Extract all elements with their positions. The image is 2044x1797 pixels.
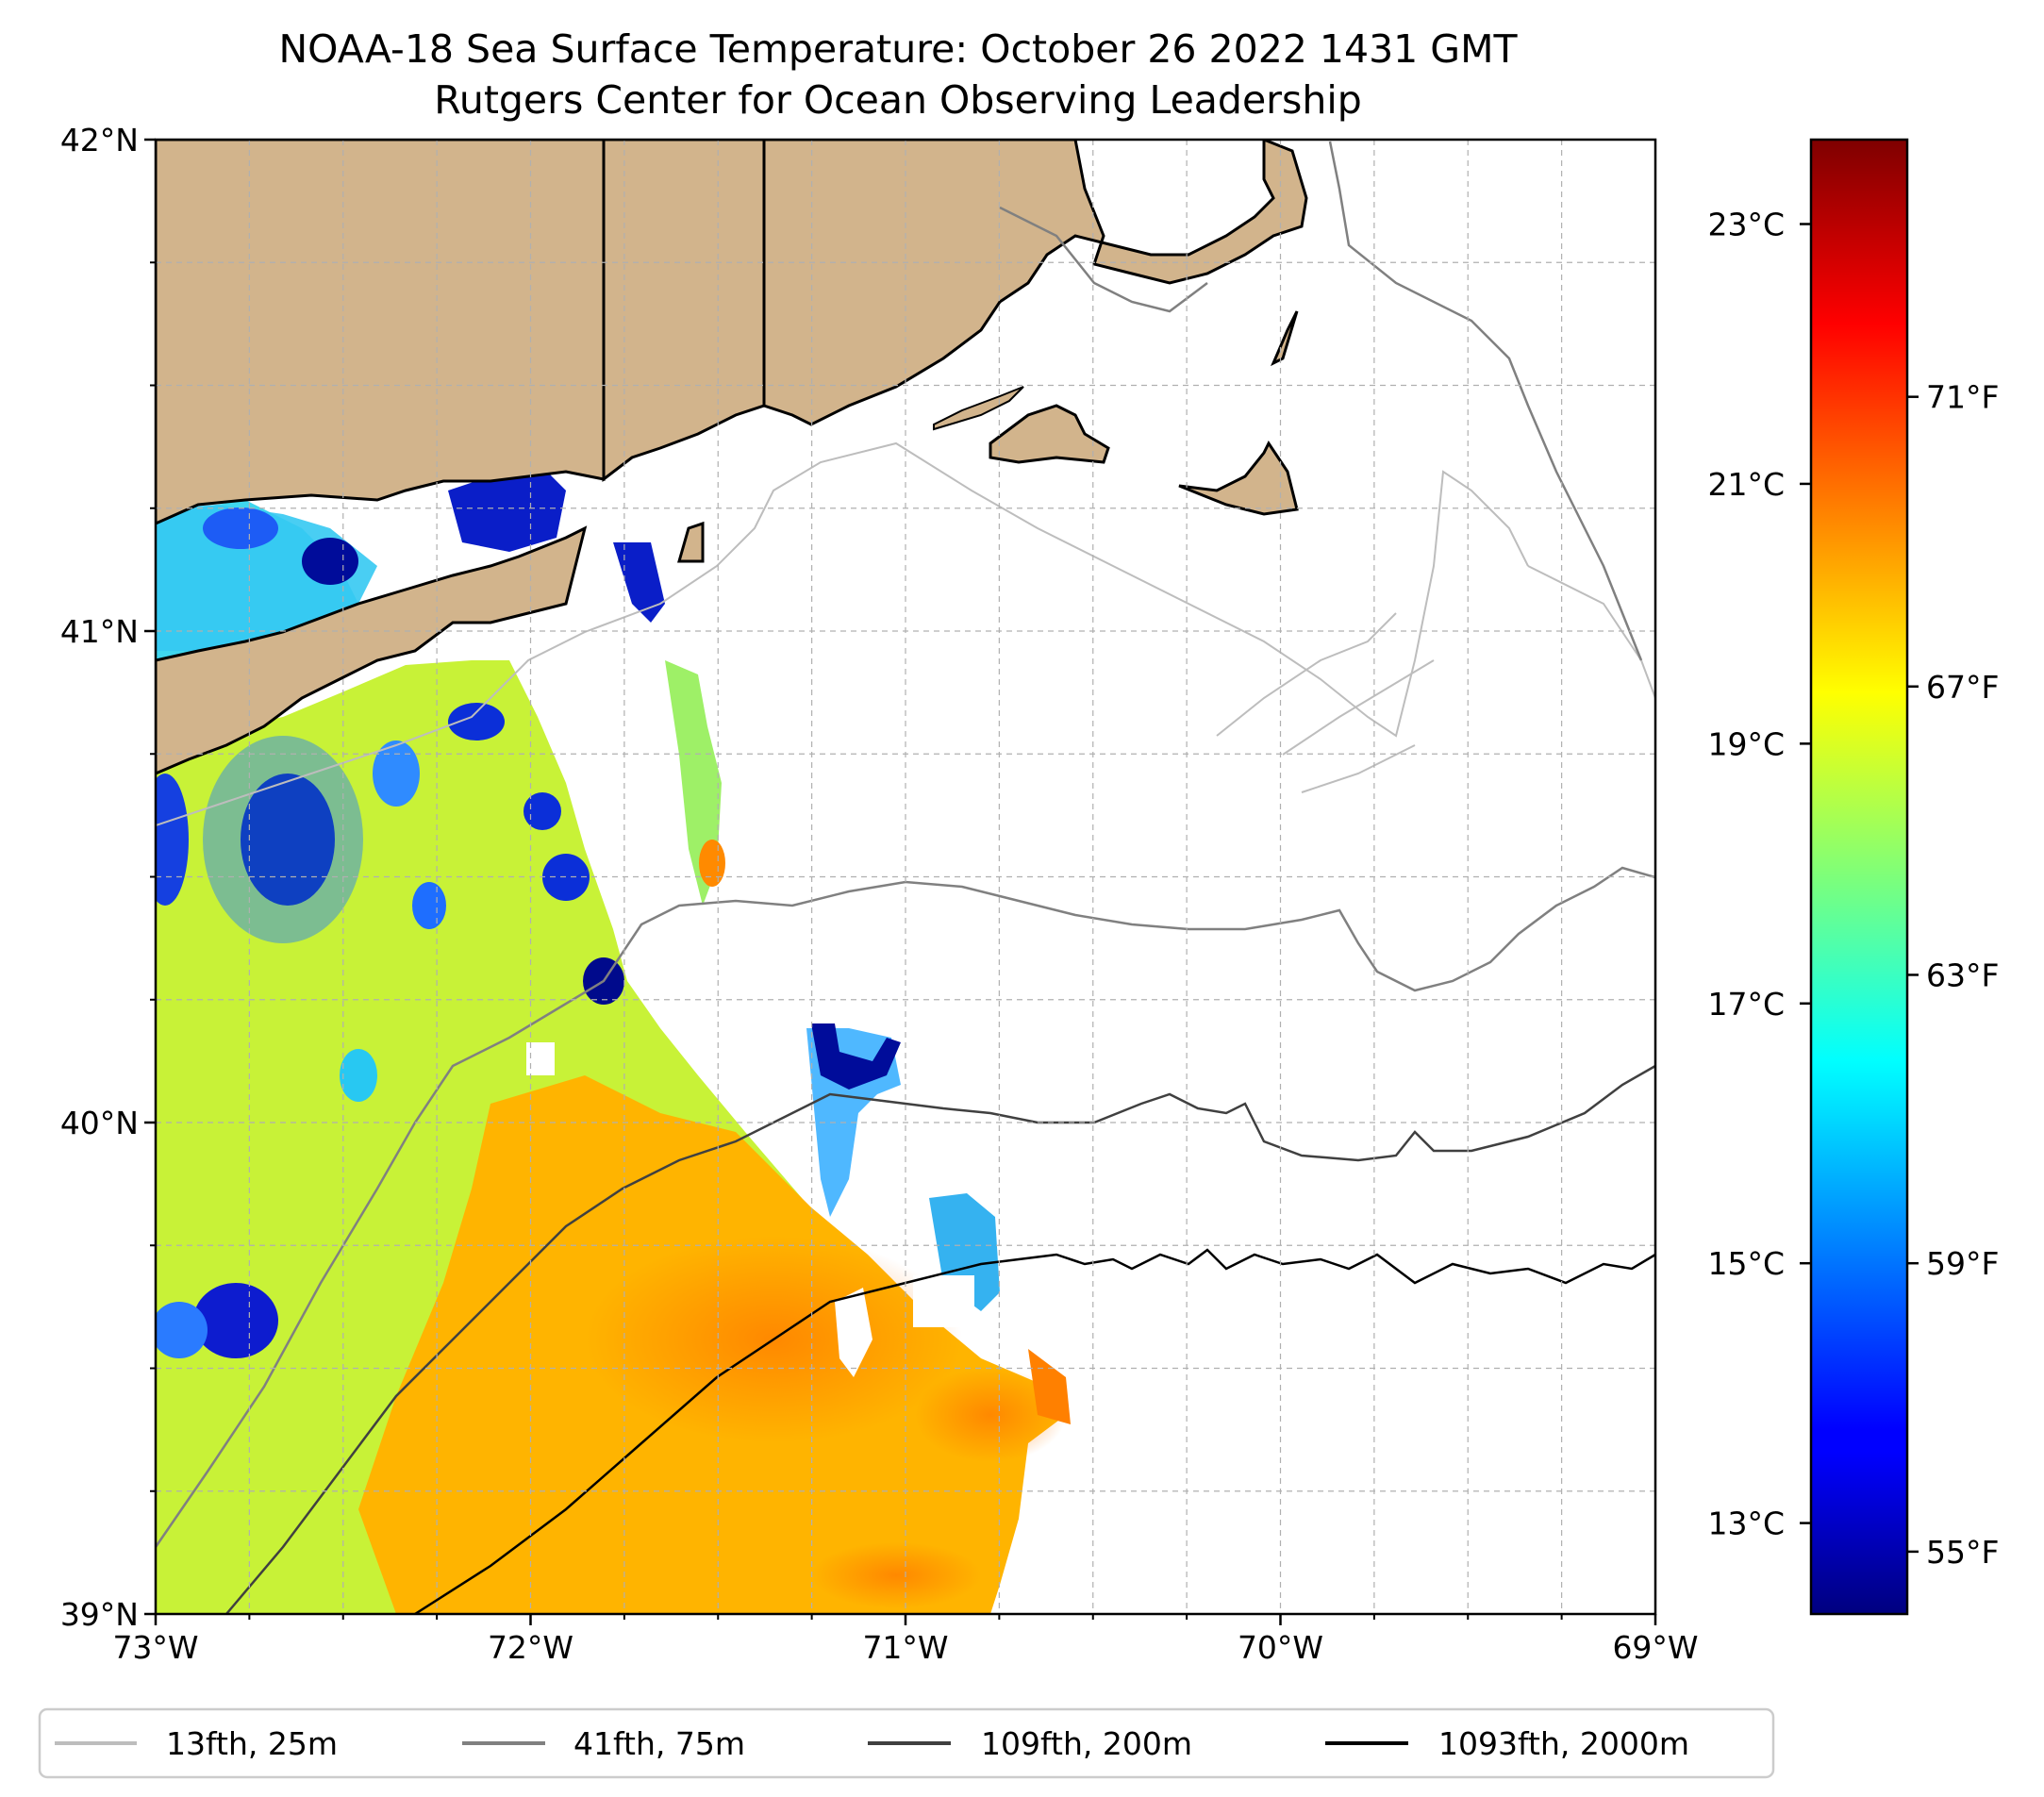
sst-cold-patch-south	[193, 1283, 278, 1358]
colorbar-celsius-axis: 13°C 15°C 17°C 19°C 21°C 23°C	[1707, 207, 1811, 1542]
land	[156, 140, 1308, 775]
legend-label-25m: 13fth, 25m	[166, 1725, 338, 1762]
colorbar-gradient	[1811, 140, 1907, 1614]
colorbar-frame	[1809, 138, 1909, 1616]
colorbar-celsius-label: 17°C	[1707, 986, 1785, 1023]
colorbar: 13°C 15°C 17°C 19°C 21°C 23°C 55°F 59°F 63°F 67°…	[1707, 138, 1999, 1616]
sst-cool-spot	[340, 1049, 377, 1102]
colorbar-fahrenheit-label: 71°F	[1926, 379, 1999, 416]
y-tick-label: 42°N	[60, 122, 139, 158]
y-tick-label: 39°N	[60, 1596, 139, 1633]
colorbar-celsius-label: 21°C	[1707, 466, 1785, 503]
contour-75m-north	[999, 141, 1643, 661]
colorbar-fahrenheit-label: 63°F	[1926, 957, 1999, 993]
x-tick-label: 71°W	[862, 1629, 948, 1666]
colorbar-fahrenheit-label: 55°F	[1926, 1534, 1999, 1571]
sst-cold-patch-sw	[156, 1302, 208, 1358]
contour-25m-shoals	[1216, 565, 1655, 793]
sst-cold-patch-west	[156, 774, 189, 906]
legend-label-2000m: 1093fth, 2000m	[1438, 1725, 1689, 1762]
contour-2000m	[414, 1248, 1655, 1614]
colorbar-fahrenheit-label: 59°F	[1926, 1245, 1999, 1282]
sst-cold-patch	[241, 774, 335, 906]
x-tick-label: 72°W	[488, 1629, 573, 1666]
contour-200m	[225, 1064, 1655, 1614]
x-tick-label: 70°W	[1238, 1629, 1323, 1666]
title-line-2: Rutgers Center for Ocean Observing Leade…	[434, 77, 1362, 123]
x-tick-label: 73°W	[112, 1629, 198, 1666]
sst-cool-spot	[523, 792, 561, 830]
sst-gap	[913, 1275, 974, 1327]
contour-75m	[156, 866, 1655, 1548]
sst-field	[156, 472, 1071, 1614]
legend-label-75m: 41fth, 75m	[573, 1725, 745, 1762]
land-monomoy	[1271, 310, 1299, 367]
sst-bay-cold	[448, 472, 566, 552]
sst-sound-cold	[203, 507, 278, 549]
legend-label-200m: 109fth, 200m	[981, 1725, 1192, 1762]
colorbar-fahrenheit-label: 67°F	[1926, 669, 1999, 706]
sst-gap	[953, 1132, 981, 1189]
sst-warm-core-east	[915, 1368, 1066, 1462]
sst-shelf-cold	[811, 1023, 901, 1090]
land-nantucket	[1178, 441, 1299, 516]
sst-gap	[835, 1288, 872, 1377]
land-marthas-vineyard	[989, 404, 1110, 464]
contour-25m	[156, 441, 1529, 826]
land-massachusetts	[762, 140, 1308, 426]
sst-sound-cold	[302, 538, 358, 585]
sst-bay-cold	[613, 542, 665, 623]
y-tick-label: 40°N	[60, 1105, 139, 1141]
y-axis: 42°N 41°N 40°N 39°N	[60, 122, 156, 1633]
y-tick-label: 41°N	[60, 613, 139, 650]
sst-cool-spot	[373, 740, 420, 807]
land-long-island	[156, 525, 588, 775]
sst-cold-halo	[203, 736, 363, 943]
sst-cool-spot	[412, 882, 446, 929]
land-connecticut	[156, 140, 606, 525]
map-panel: 73°W 72°W 71°W 70°W 69°W 42°N 41°N 40°N 39°N	[60, 122, 1699, 1666]
colorbar-celsius-label: 23°C	[1707, 207, 1785, 243]
colorbar-celsius-label: 13°C	[1707, 1506, 1785, 1542]
legend: 13fth, 25m 41fth, 75m 109fth, 200m 1093f…	[38, 1707, 1775, 1779]
bathymetry	[156, 141, 1655, 1614]
x-tick-label: 69°W	[1612, 1629, 1698, 1666]
colorbar-celsius-label: 19°C	[1707, 725, 1785, 762]
title-line-1: NOAA-18 Sea Surface Temperature: October…	[278, 26, 1518, 72]
sst-warm-core-south	[811, 1542, 981, 1608]
land-block-island	[677, 521, 705, 563]
x-axis: 73°W 72°W 71°W 70°W 69°W	[112, 1614, 1699, 1666]
sst-cool-spot	[448, 703, 505, 740]
gridlines	[156, 140, 1655, 1614]
land-elizabeth-islands	[933, 386, 1024, 431]
colorbar-celsius-label: 15°C	[1707, 1245, 1785, 1282]
colorbar-fahrenheit-axis: 55°F 59°F 63°F 67°F 71°F	[1907, 379, 1999, 1571]
sst-strip-warm	[699, 840, 725, 887]
